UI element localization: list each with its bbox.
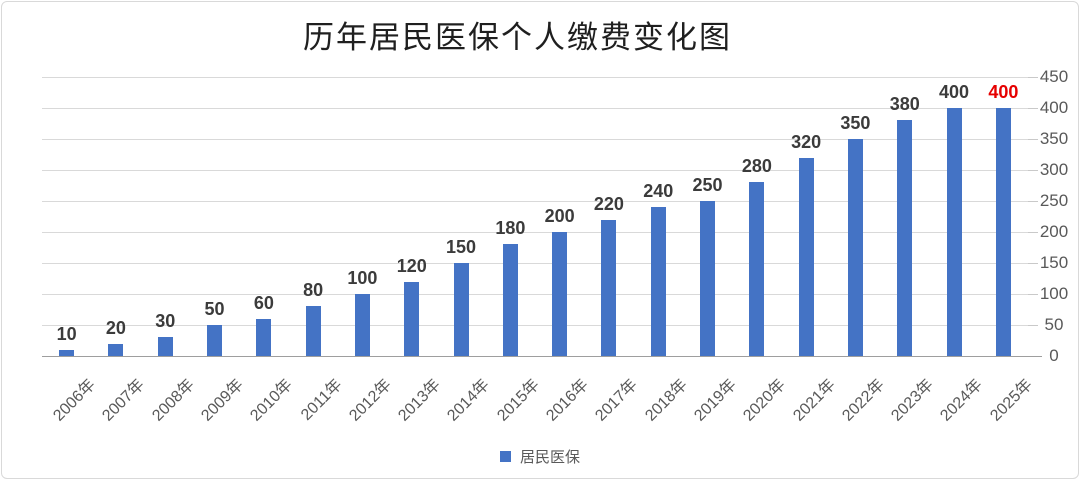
y-tick-250 [1028,201,1038,202]
x-axis-label-text: 2023年 [888,376,938,425]
gridline-200 [42,232,1037,233]
x-axis-line [42,356,1042,357]
bar-2018 [650,207,666,356]
bar-2024 [946,108,962,356]
x-axis-label-text: 2018年 [641,376,691,425]
y-axis-label-400: 400 [1039,98,1069,117]
bar-2010 [256,318,272,356]
gridline-400 [42,108,1037,109]
bar-2020 [749,182,765,356]
data-label-2022: 350 [840,113,871,133]
x-axis-label-text: 2019年 [691,376,740,425]
chart-title: 历年居民医保个人缴费变化图 [303,20,732,56]
y-axis-label-200: 200 [1039,222,1069,241]
data-label-2019: 250 [692,175,723,195]
bar-2009 [207,325,223,356]
y-tick-100 [1028,294,1038,295]
bar-2008 [157,337,173,356]
legend-swatch-icon [499,451,511,462]
y-tick-300 [1028,170,1038,171]
bar-2014 [453,263,469,356]
y-axis-label-300: 300 [1039,160,1069,179]
data-label-2013: 120 [396,255,427,276]
bar-2022 [847,139,863,356]
data-label-2009: 50 [204,299,225,319]
y-tick-400 [1028,108,1038,109]
gridline-100 [42,294,1037,295]
y-axis-label-100: 100 [1039,284,1069,303]
x-axis-label-text: 2015年 [494,376,543,425]
bar-2012 [354,294,370,356]
bar-2021 [798,157,814,356]
gridline-300 [42,170,1037,171]
data-label-2006: 10 [56,323,77,344]
bar-2016 [552,232,568,356]
data-label-2012: 100 [347,268,378,288]
data-label-2023: 380 [889,94,920,115]
data-label-2011: 80 [303,280,324,301]
bar-2006 [59,349,75,356]
data-label-2020: 280 [741,156,772,177]
x-axis-label-text: 2025年 [987,376,1036,425]
x-axis-label-text: 2021年 [789,376,839,425]
data-label-2016: 200 [544,206,575,226]
legend: 居民医保 [2,446,1078,467]
x-axis-label-text: 2016年 [543,376,592,425]
bar-2025 [995,108,1011,356]
gridline-250 [42,201,1037,202]
y-tick-50 [1028,325,1038,326]
bar-2013 [404,281,420,356]
bar-2019 [700,201,716,356]
gridline-450 [42,77,1037,78]
data-label-2018: 240 [643,181,674,202]
y-tick-450 [1028,77,1038,78]
y-axis-label-150: 150 [1039,253,1069,272]
y-axis-label-450: 450 [1039,67,1069,86]
bar-2017 [601,219,617,356]
x-axis-label-text: 2008年 [148,376,198,425]
x-axis-label-text: 2010年 [247,376,297,425]
legend-series-label: 居民医保 [519,449,580,466]
bar-2011 [305,306,321,356]
x-axis-label-text: 2012年 [346,376,395,425]
bar-2023 [897,120,913,356]
gridline-50 [42,325,1037,326]
data-label-2007: 20 [105,317,126,338]
data-label-2017: 220 [593,193,624,214]
y-tick-200 [1028,232,1038,233]
x-axis-label-text: 2011年 [297,376,346,424]
data-label-2008: 30 [155,311,176,332]
x-axis-label-text: 2007年 [99,376,149,425]
y-axis-label-250: 250 [1039,191,1069,210]
gridline-150 [42,263,1037,264]
x-axis-label-text: 2020年 [740,376,790,425]
x-axis-label-text: 2013年 [395,376,445,425]
data-label-2021: 320 [791,131,822,152]
bar-2015 [502,244,518,356]
data-label-2010: 60 [253,292,274,313]
y-tick-350 [1028,139,1038,140]
y-axis-label-0: 0 [1049,346,1059,365]
x-axis-label-text: 2009年 [198,376,247,425]
gridline-350 [42,139,1037,140]
x-axis-label-text: 2006年 [50,376,99,425]
y-axis-label-350: 350 [1039,129,1069,148]
data-label-2014: 150 [446,237,477,257]
x-axis-label-text: 2014年 [444,376,494,425]
x-axis-label-text: 2024年 [937,376,987,425]
data-label-2025: 400 [988,82,1019,102]
data-label-2024: 400 [939,82,970,102]
data-label-2015: 180 [495,218,526,239]
bar-2007 [108,343,124,356]
y-axis-label-50: 50 [1044,315,1064,334]
y-tick-150 [1028,263,1038,264]
x-axis-label-text: 2017年 [592,376,642,425]
x-axis-label-text: 2022年 [839,376,888,425]
